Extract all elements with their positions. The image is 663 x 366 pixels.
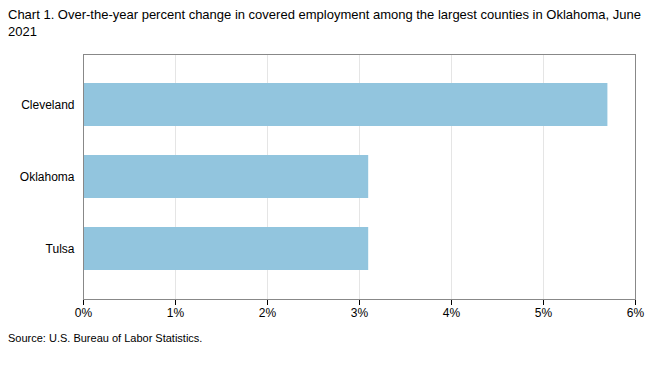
svg-text:3%: 3% bbox=[351, 306, 369, 320]
html-text:Source: U.S. Bureau of Labor S: Source: U.S. Bureau of Labor Statistics. bbox=[8, 332, 203, 344]
svg-text:6%: 6% bbox=[627, 306, 645, 320]
svg-text:0%: 0% bbox=[75, 306, 93, 320]
svg-text:Cleveland: Cleveland bbox=[21, 98, 74, 112]
html-text:Chart 1. Over-the-year percent: Chart 1. Over-the-year percent change in… bbox=[8, 7, 641, 39]
svg-text:4%: 4% bbox=[443, 306, 461, 320]
svg-text:Tulsa: Tulsa bbox=[46, 242, 75, 256]
svg-text:Oklahoma: Oklahoma bbox=[20, 170, 75, 184]
svg-text:1%: 1% bbox=[167, 306, 185, 320]
svg-text:5%: 5% bbox=[535, 306, 553, 320]
svg-text:2%: 2% bbox=[259, 306, 277, 320]
